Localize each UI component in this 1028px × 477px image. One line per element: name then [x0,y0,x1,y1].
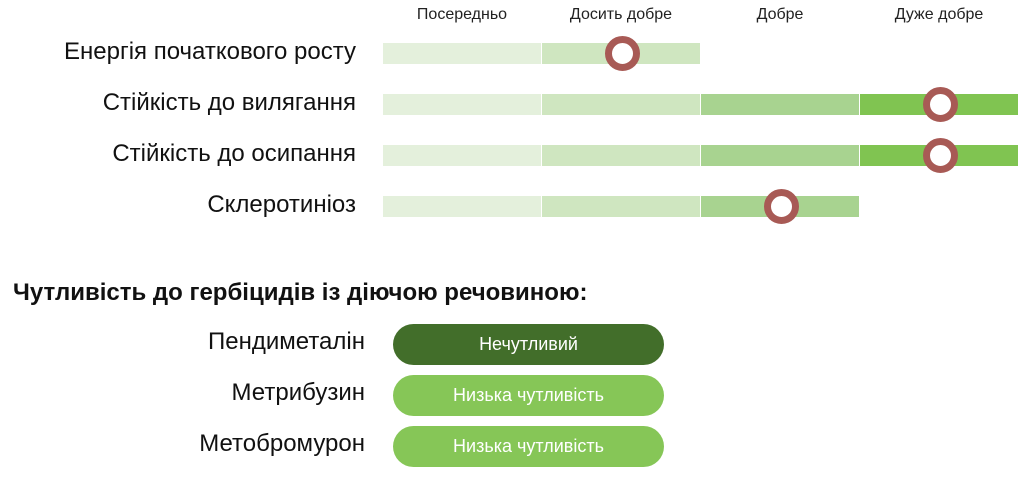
rating-marker [922,138,958,173]
trait-bar-lodging-resistance [383,87,1020,122]
trait-label-lodging-resistance: Стійкість до вилягання [102,89,356,116]
scale-header-very-good: Дуже добре [894,6,984,23]
rating-marker [763,189,799,224]
herbicide-section-title: Чутливість до гербіцидів із діючою речов… [13,279,588,306]
rating-segment [383,94,541,115]
trait-bar-sclerotinia [383,189,1020,224]
scale-header-fairly-good: Досить добре [569,6,673,23]
rating-segment [701,94,859,115]
herbicide-badge-pendimethalin: Нечутливий [393,324,664,365]
rating-marker [604,36,640,71]
rating-segment [383,196,541,217]
trait-label-sclerotinia: Склеротиніоз [207,191,356,218]
rating-segment [383,145,541,166]
rating-marker [922,87,958,122]
scale-header-good: Добре [756,6,804,23]
trait-bar-shattering-resistance [383,138,1020,173]
herbicide-badge-metobromuron: Низька чутливість [393,426,664,467]
herbicide-badge-metribuzin: Низька чутливість [393,375,664,416]
rating-segment [383,43,541,64]
herbicide-label-metribuzin: Метрибузин [231,379,365,406]
herbicide-label-metobromuron: Метобромурон [199,430,365,457]
herbicide-label-pendimethalin: Пендиметалін [208,328,365,355]
trait-label-initial-growth: Енергія початкового росту [64,38,356,65]
trait-label-shattering-resistance: Стійкість до осипання [112,140,356,167]
rating-segment [542,196,700,217]
scale-header-average: Посередньо [416,6,508,23]
rating-segment [542,94,700,115]
rating-segment [701,145,859,166]
trait-bar-initial-growth [383,36,1020,71]
rating-segment [542,145,700,166]
